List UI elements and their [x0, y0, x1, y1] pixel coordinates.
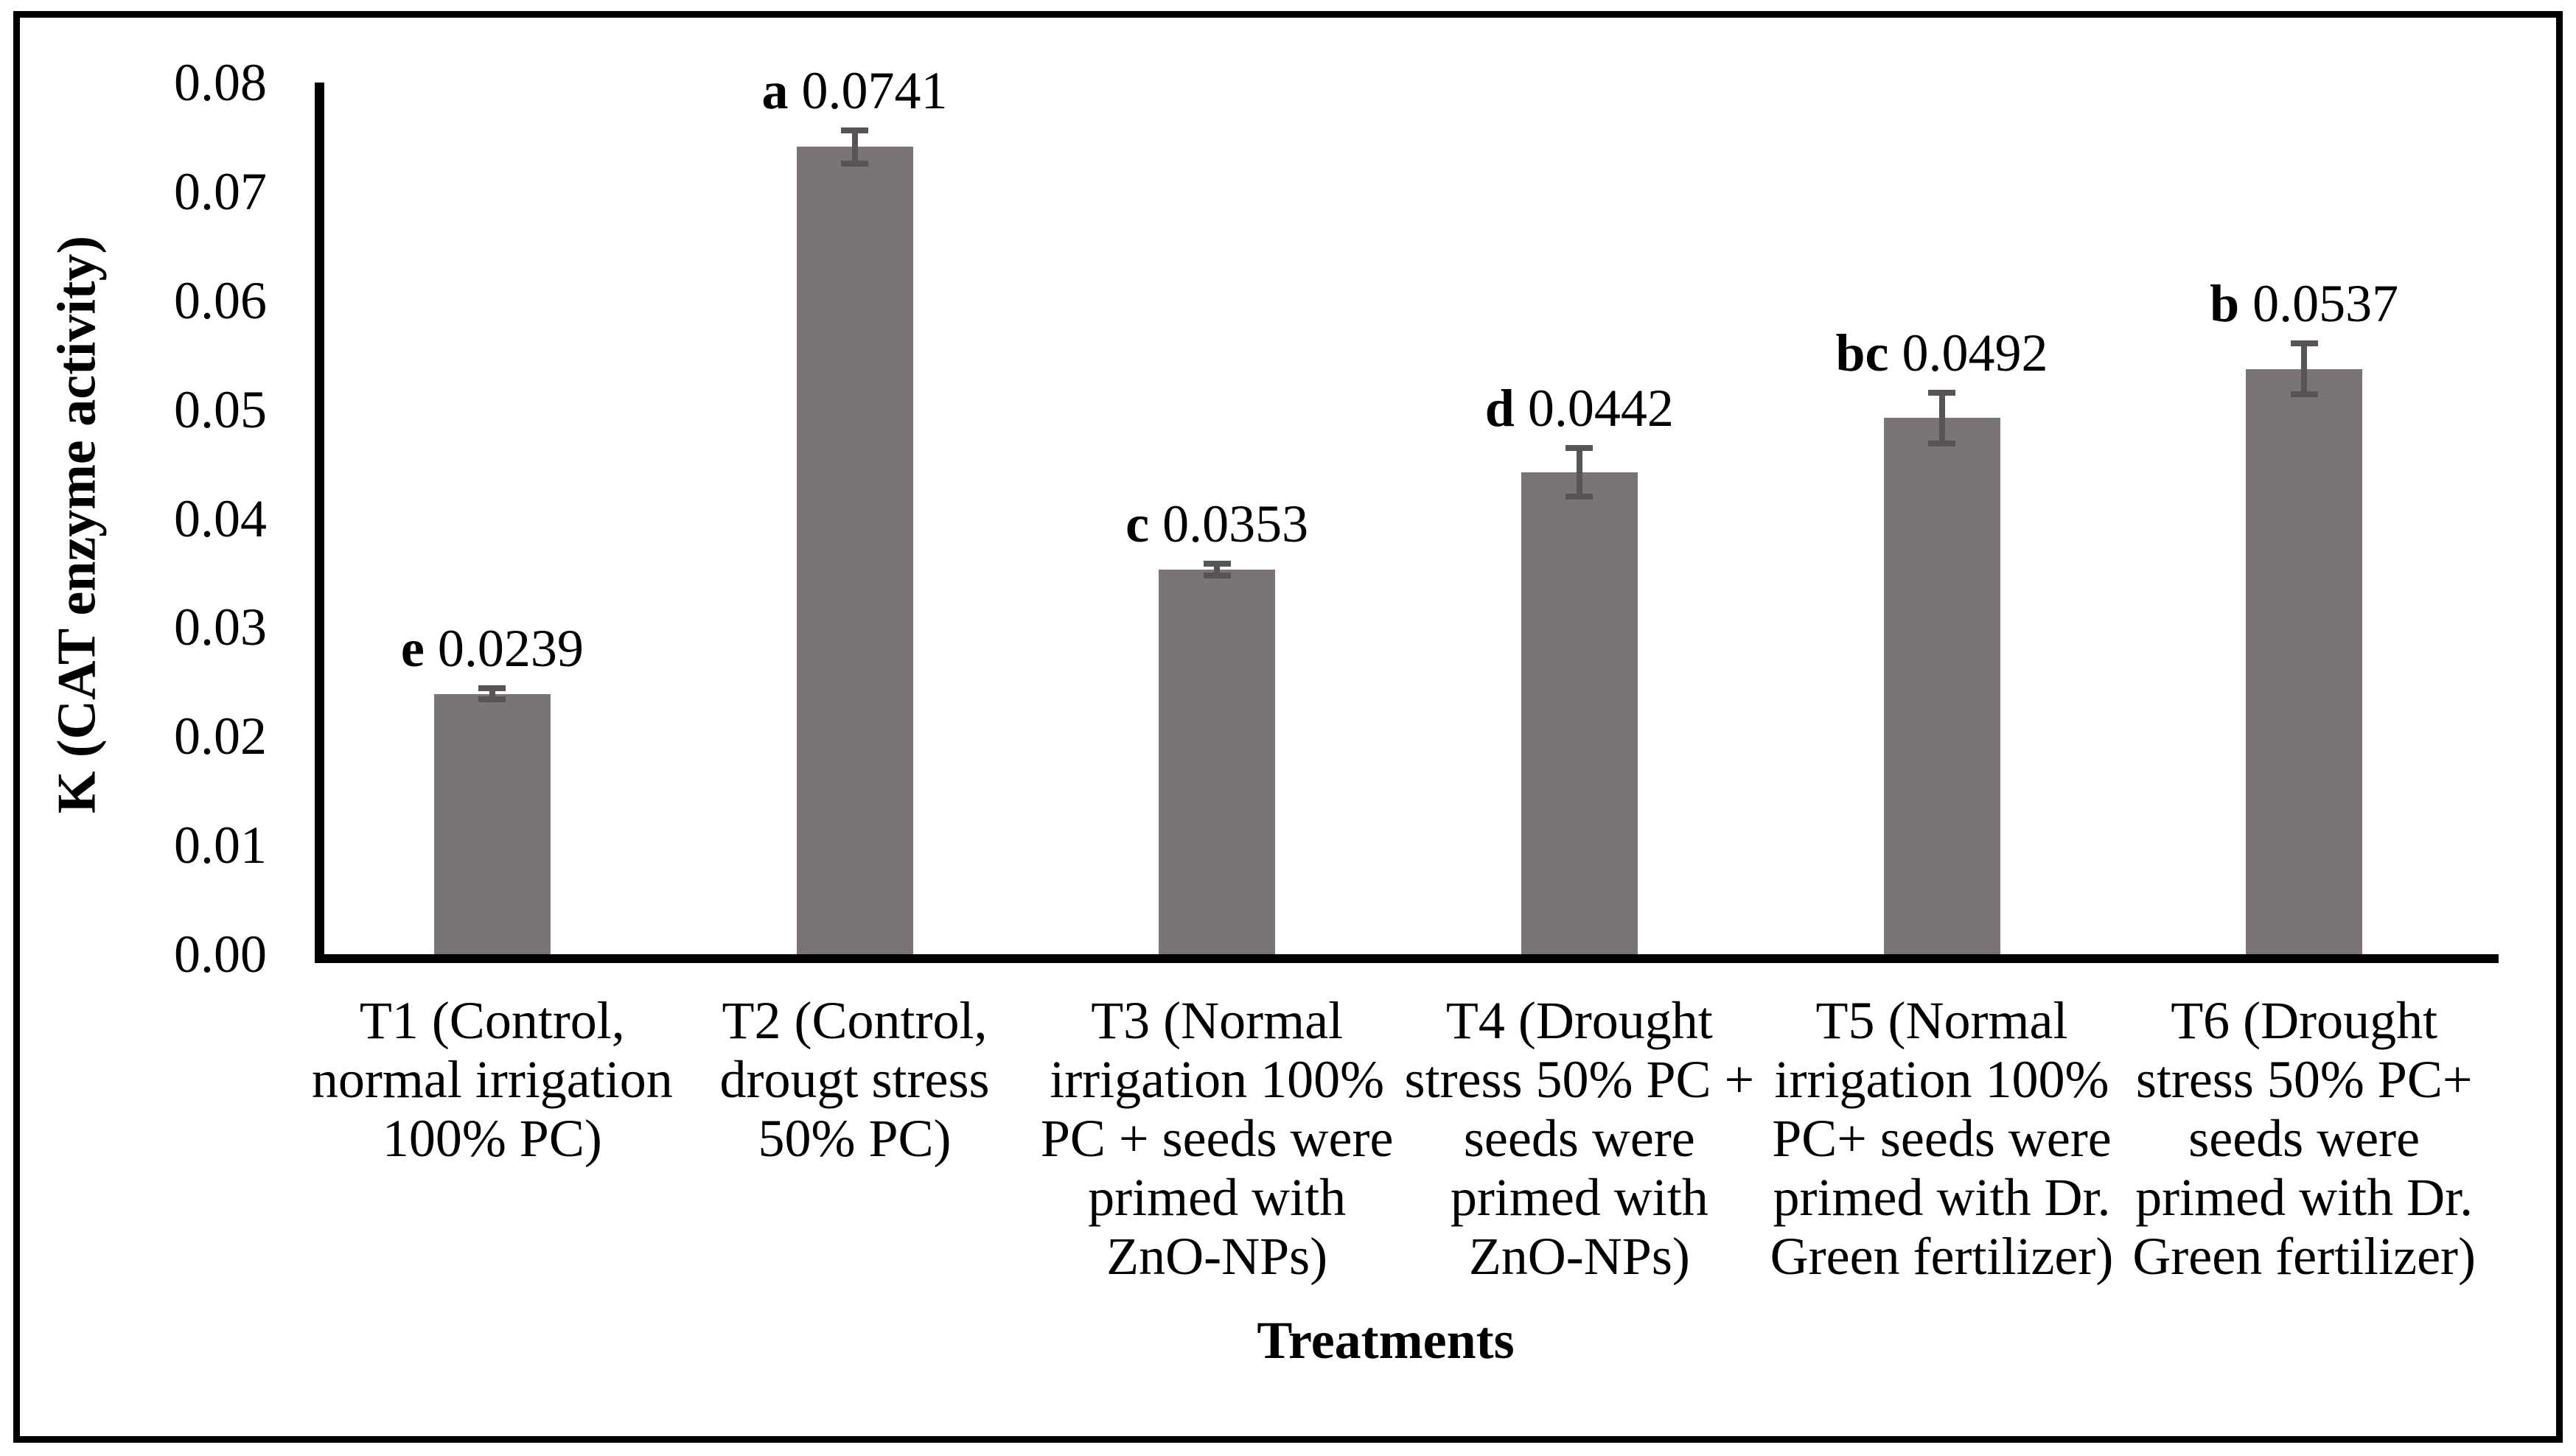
bar — [2246, 368, 2363, 954]
error-bar-cap — [478, 696, 506, 703]
error-bar-cap — [1203, 572, 1231, 578]
error-bar-stem — [2301, 340, 2308, 398]
error-bar-stem — [1214, 561, 1221, 578]
error-bar-stem — [1576, 445, 1582, 500]
x-axis-title: Treatments — [1257, 1311, 1515, 1370]
bar-value-label: a 0.0741 — [761, 60, 948, 120]
significance-letter: b — [2210, 274, 2240, 334]
figure-border — [13, 11, 2563, 1443]
error-bar-cap — [841, 127, 868, 133]
error-bar-cap — [841, 160, 868, 167]
y-tick-label: 0.00 — [174, 925, 267, 984]
bar-value-label: bc 0.0492 — [1835, 323, 2048, 383]
error-bar-cap — [1566, 494, 1594, 500]
y-tick-label: 0.01 — [174, 816, 267, 875]
error-bar-stem — [489, 685, 495, 703]
y-tick-label: 0.02 — [174, 707, 267, 766]
bar — [796, 147, 913, 954]
error-bar-cap — [1566, 445, 1594, 452]
bar-value-label: d 0.0442 — [1484, 379, 1674, 438]
plot-area: e 0.0239 a 0.0741 c 0.0353 d 0.0442 bc 0.049… — [315, 64, 2499, 963]
significance-letter: bc — [1835, 323, 1889, 383]
significance-letter: a — [761, 60, 789, 120]
bar — [1159, 570, 1276, 954]
y-tick-label: 0.08 — [174, 53, 267, 112]
y-tick-label: 0.03 — [174, 598, 267, 657]
bar — [1521, 472, 1638, 954]
y-tick-label: 0.05 — [174, 379, 267, 439]
error-bar-cap — [478, 685, 506, 691]
x-tick-label: T5 (Normal irrigation 100% PC+ seeds wer… — [1770, 991, 2114, 1286]
bar-value-label: e 0.0239 — [400, 618, 584, 678]
x-tick-label: T6 (Drought stress 50% PC+ seeds were pr… — [2132, 991, 2476, 1286]
y-tick-label: 0.07 — [174, 161, 267, 221]
error-bar-cap — [1928, 440, 1955, 447]
error-bar-cap — [1928, 390, 1955, 396]
bar — [433, 693, 551, 954]
error-bar-cap — [2290, 340, 2318, 347]
significance-letter: c — [1125, 494, 1150, 554]
x-tick-label: T2 (Control, drougt stress 50% PC) — [719, 991, 990, 1168]
error-bar-stem — [1938, 390, 1945, 447]
y-axis-ticks: 0.00 0.01 0.02 0.03 0.04 0.05 0.06 0.07 0.08 — [0, 0, 267, 1456]
significance-letter: d — [1484, 379, 1515, 438]
x-axis-labels: T1 (Control, normal irrigation 100% PC) T… — [312, 991, 2499, 1308]
x-tick-label: T1 (Control, normal irrigation 100% PC) — [311, 991, 673, 1168]
y-tick-label: 0.06 — [174, 270, 267, 330]
bar-value-label: b 0.0537 — [2210, 274, 2399, 334]
error-bar-stem — [851, 127, 858, 167]
error-bar-cap — [1203, 561, 1231, 567]
error-bar-cap — [2290, 391, 2318, 398]
bar-value-label: c 0.0353 — [1125, 494, 1309, 554]
x-tick-label: T3 (Normal irrigation 100% PC + seeds we… — [1040, 991, 1394, 1286]
y-tick-label: 0.04 — [174, 489, 267, 548]
x-tick-label: T4 (Drought stress 50% PC + seeds were p… — [1404, 991, 1755, 1286]
significance-letter: e — [400, 618, 425, 678]
bar — [1883, 418, 2000, 954]
